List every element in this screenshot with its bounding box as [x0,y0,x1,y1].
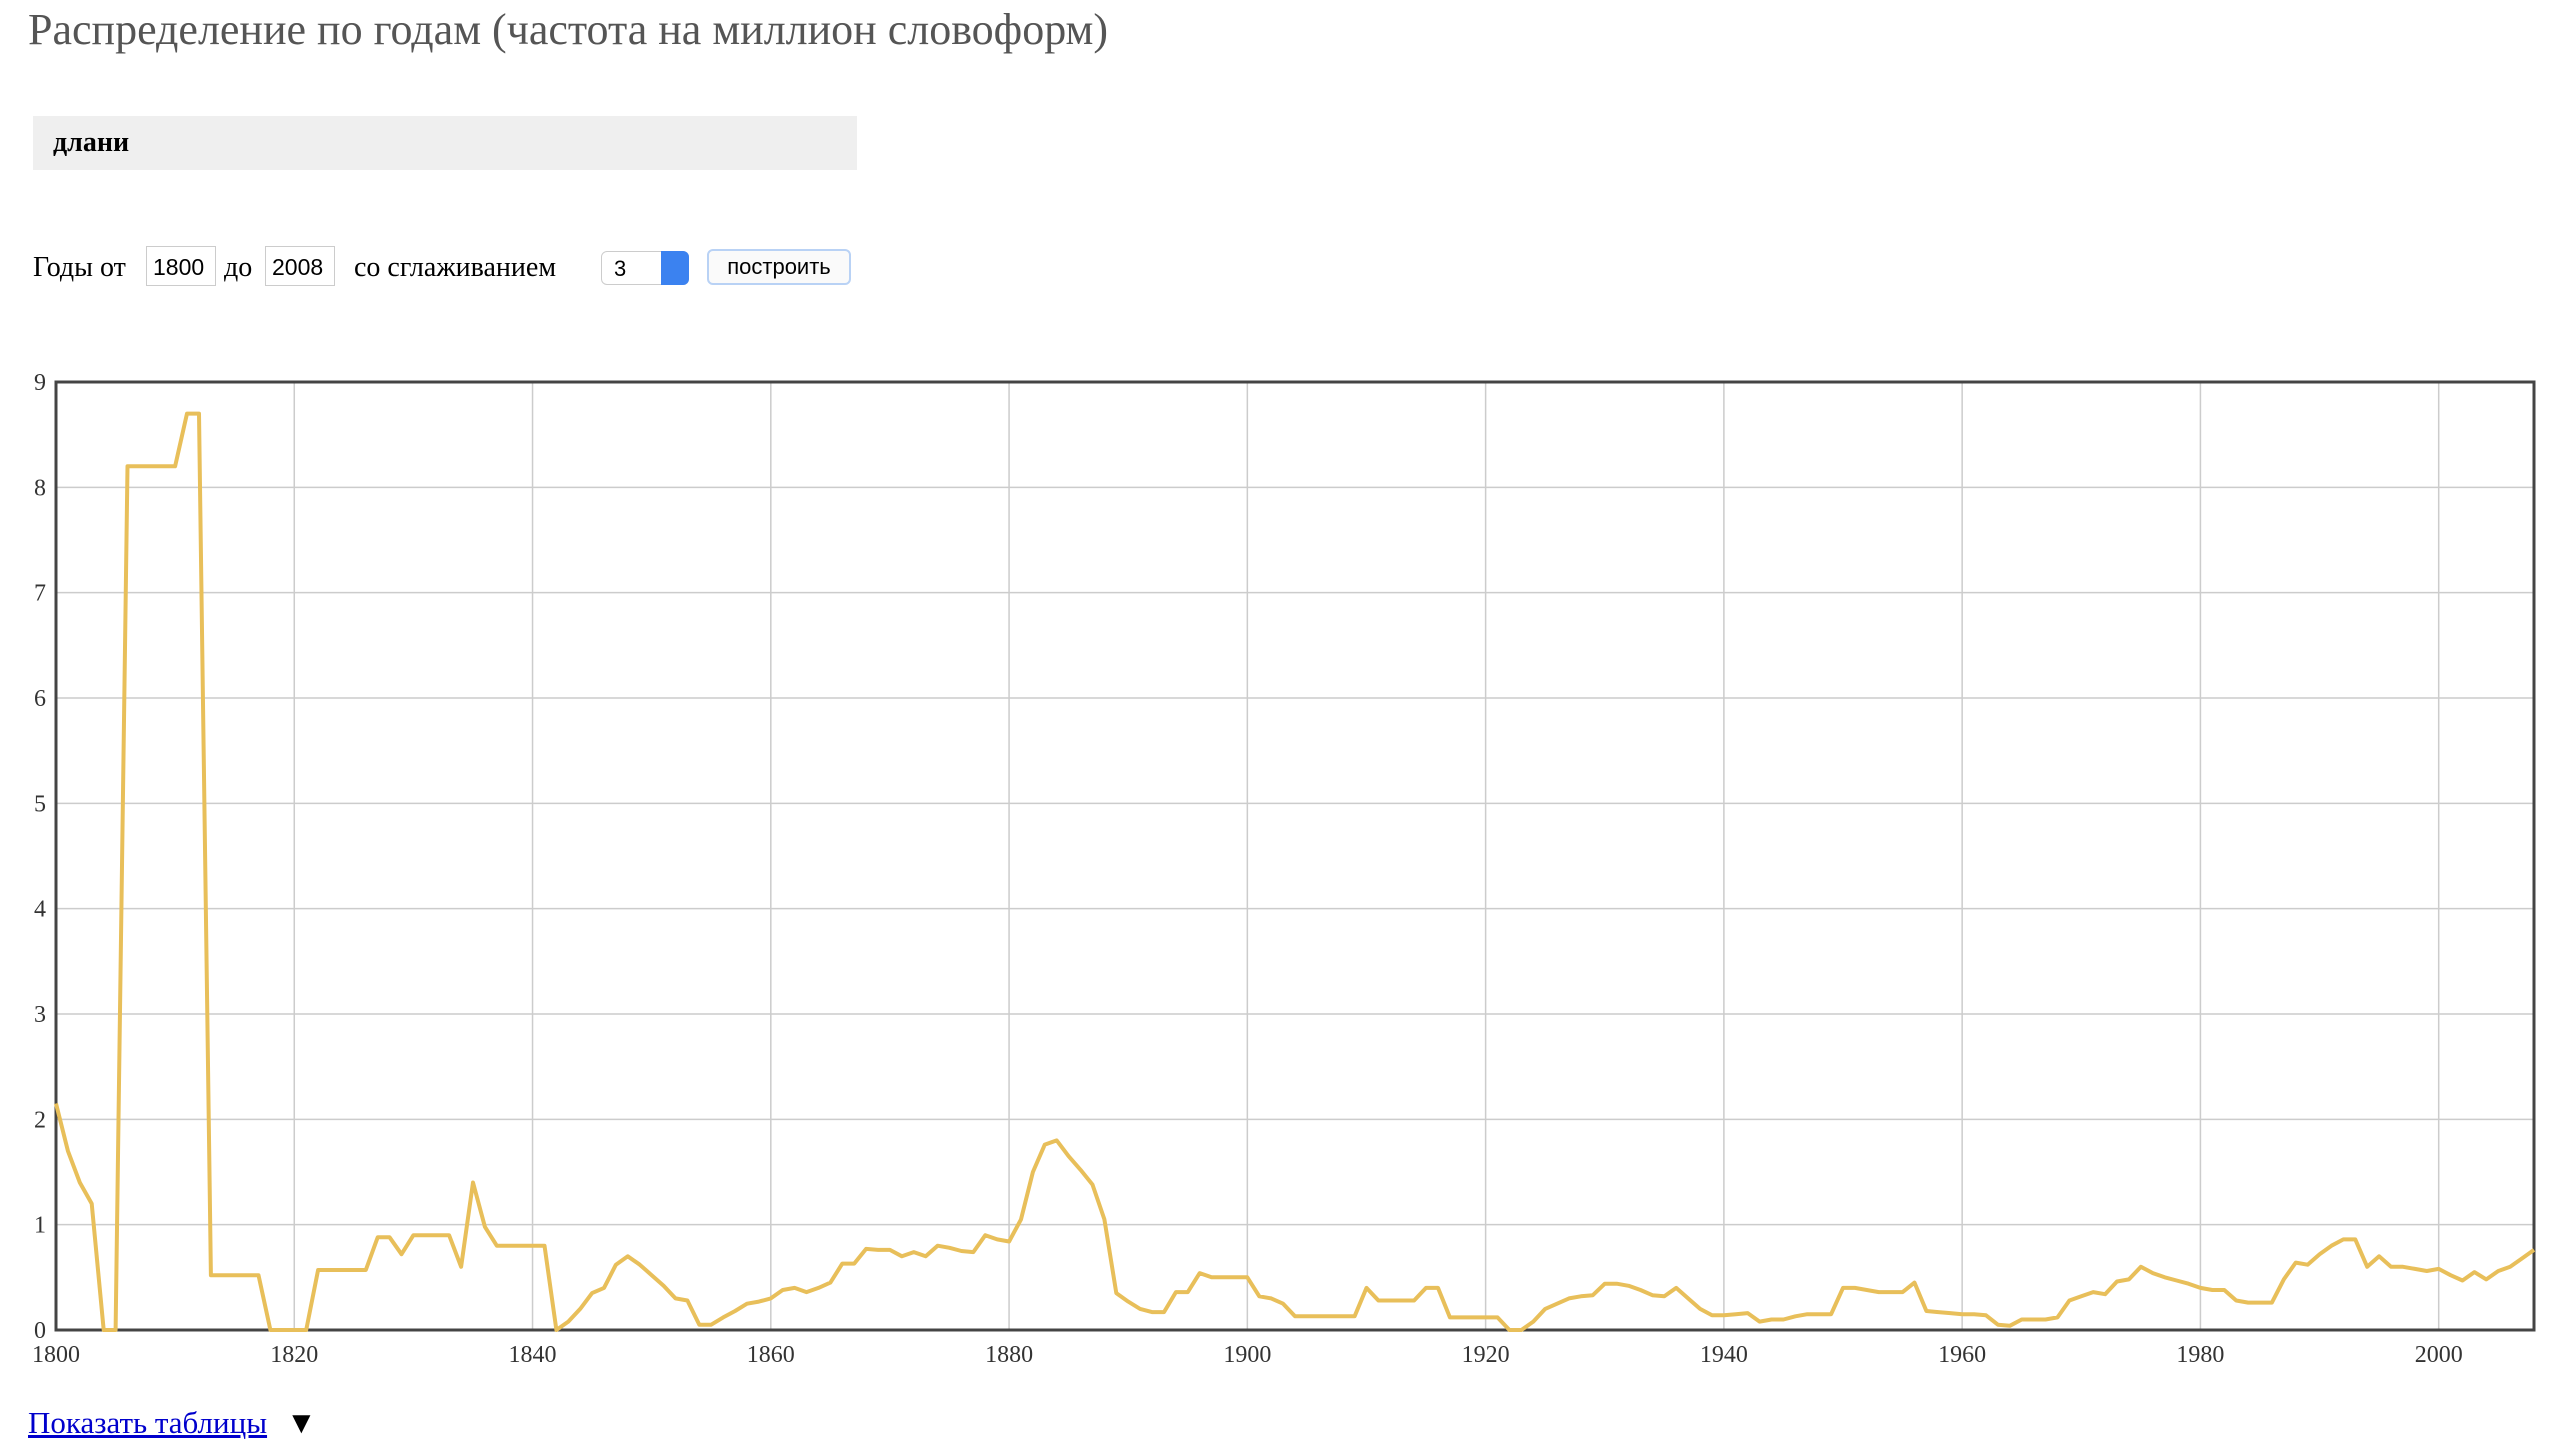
x-tick-label: 1880 [985,1342,1033,1368]
x-tick-label: 2000 [2415,1342,2463,1368]
year-to-input[interactable]: 2008 [265,246,335,286]
x-tick-label: 1960 [1938,1342,1986,1368]
arrow: ▼ [286,1405,317,1440]
page-title: Распределение по годам (частота на милли… [28,5,1109,54]
years-from-label: Годы от [33,252,126,283]
select-arrows[interactable] [661,251,689,285]
query-field[interactable]: длани [33,116,857,170]
show-tables-link[interactable]: Показать таблицы [28,1405,268,1440]
y-tick-label: 4 [34,897,46,923]
y-tick-label: 9 [34,370,46,396]
x-tick-label: 1920 [1462,1342,1510,1368]
x-tick-label: 1940 [1700,1342,1748,1368]
x-tick-label: 1980 [2176,1342,2224,1368]
y-tick-label: 0 [34,1318,46,1344]
x-tick-label: 1860 [747,1342,795,1368]
y-tick-label: 2 [34,1107,46,1133]
year-from-input[interactable]: 1800 [146,246,216,286]
smoothing-label: со сглаживанием [354,252,557,283]
chart: 0 1 2 3 4 5 6 7 8 9 1800 1820 1840 1860 1880 1900 1920 19… [32,370,2536,1368]
x-tick-label: 1820 [270,1342,318,1368]
y-tick-label: 3 [34,1002,46,1028]
y-tick-label: 1 [34,1213,46,1239]
y-tick-label: 6 [34,686,46,712]
y-tick-label: 8 [34,475,46,501]
to-label: до [224,252,253,283]
build-button[interactable]: построить [707,249,851,285]
x-tick-label: 1900 [1223,1342,1271,1368]
y-tick-label: 5 [34,791,46,817]
series-line [54,411,2536,1332]
x-tick-label: 1800 [32,1342,80,1368]
y-tick-label: 7 [34,581,46,607]
plot-frame [54,380,2536,1332]
x-tick-label: 1840 [509,1342,557,1368]
